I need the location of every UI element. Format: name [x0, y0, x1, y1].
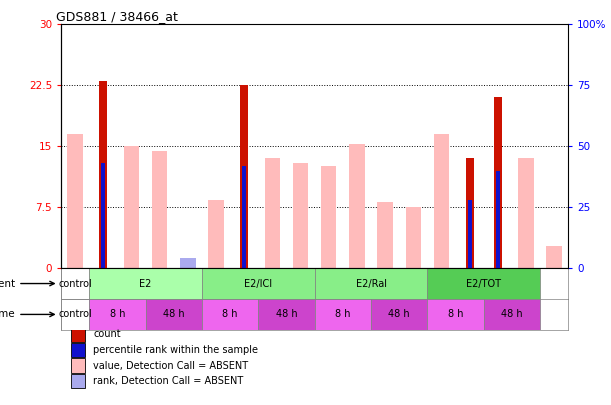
Bar: [71, 358, 86, 373]
Text: 48 h: 48 h: [163, 309, 185, 320]
Text: agent: agent: [0, 279, 15, 288]
Bar: [378, 202, 393, 268]
Bar: [61, 268, 89, 299]
Bar: [202, 268, 315, 299]
Bar: [71, 343, 86, 357]
Bar: [321, 166, 337, 268]
Bar: [101, 163, 105, 268]
Bar: [258, 299, 315, 330]
Bar: [467, 200, 472, 268]
Bar: [466, 158, 474, 268]
Text: rank, Detection Call = ABSENT: rank, Detection Call = ABSENT: [93, 376, 243, 386]
Text: control: control: [58, 279, 92, 288]
Bar: [100, 81, 108, 268]
Bar: [208, 200, 224, 268]
Text: percentile rank within the sample: percentile rank within the sample: [93, 345, 258, 355]
Text: 8 h: 8 h: [222, 309, 238, 320]
Bar: [202, 299, 258, 330]
Bar: [61, 299, 89, 330]
Bar: [496, 171, 500, 268]
Bar: [406, 207, 421, 268]
Bar: [518, 158, 534, 268]
Bar: [321, 202, 337, 268]
Bar: [484, 299, 540, 330]
Bar: [67, 134, 83, 268]
Text: control: control: [58, 309, 92, 320]
Bar: [494, 98, 502, 268]
Text: E2/ICI: E2/ICI: [244, 279, 273, 288]
Bar: [265, 202, 280, 268]
Bar: [315, 268, 427, 299]
Bar: [71, 327, 86, 341]
Bar: [242, 166, 246, 268]
Bar: [293, 163, 309, 268]
Text: 8 h: 8 h: [448, 309, 463, 320]
Bar: [315, 299, 371, 330]
Text: count: count: [93, 329, 121, 339]
Text: 8 h: 8 h: [110, 309, 125, 320]
Bar: [67, 188, 83, 268]
Text: 48 h: 48 h: [501, 309, 522, 320]
Text: 48 h: 48 h: [276, 309, 298, 320]
Bar: [240, 85, 248, 268]
Bar: [371, 299, 427, 330]
Bar: [434, 134, 449, 268]
Text: GDS881 / 38466_at: GDS881 / 38466_at: [56, 10, 178, 23]
Text: E2: E2: [139, 279, 152, 288]
Text: E2/Ral: E2/Ral: [356, 279, 387, 288]
Bar: [89, 268, 202, 299]
Bar: [89, 299, 145, 330]
Bar: [145, 299, 202, 330]
Bar: [546, 246, 562, 268]
Bar: [152, 151, 167, 268]
Bar: [434, 190, 449, 268]
Text: value, Detection Call = ABSENT: value, Detection Call = ABSENT: [93, 360, 248, 371]
Bar: [427, 268, 540, 299]
Text: 48 h: 48 h: [389, 309, 410, 320]
Bar: [71, 374, 86, 388]
Bar: [180, 258, 196, 268]
Bar: [124, 192, 139, 268]
Bar: [427, 299, 484, 330]
Bar: [349, 144, 365, 268]
Text: time: time: [0, 309, 15, 320]
Text: E2/TOT: E2/TOT: [466, 279, 501, 288]
Text: 8 h: 8 h: [335, 309, 351, 320]
Bar: [124, 146, 139, 268]
Bar: [349, 195, 365, 268]
Bar: [265, 158, 280, 268]
